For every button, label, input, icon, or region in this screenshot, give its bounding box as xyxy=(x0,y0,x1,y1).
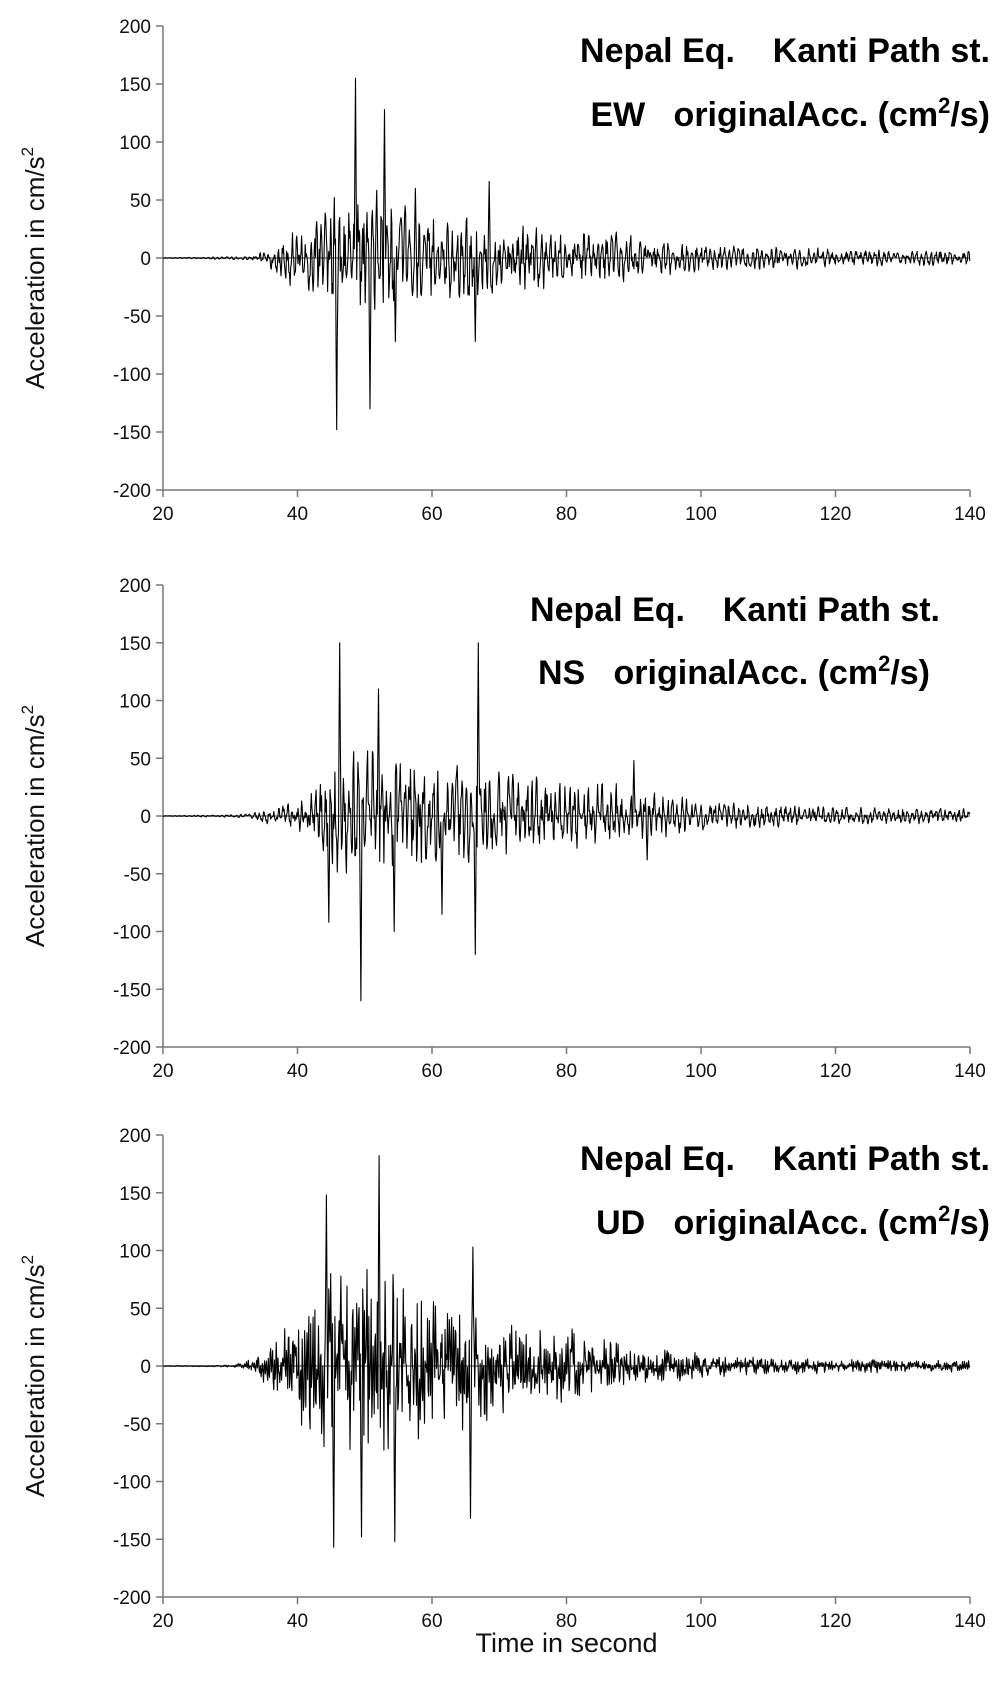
x-tick-label: 100 xyxy=(685,1061,717,1082)
x-tick-label: 100 xyxy=(685,1611,717,1632)
chart-title-line-2: EW originalAcc. (cm2/s) xyxy=(590,93,990,134)
y-tick-label: -200 xyxy=(113,1588,151,1609)
x-tick-label: 80 xyxy=(556,1061,577,1082)
y-tick-label: 0 xyxy=(140,1357,151,1378)
y-tick-label: 100 xyxy=(119,133,151,154)
x-tick-label: 20 xyxy=(152,1061,173,1082)
y-tick-label: 150 xyxy=(119,75,151,96)
x-axis-label: Time in second xyxy=(475,1628,657,1658)
x-tick-label: 80 xyxy=(556,1611,577,1632)
acceleration-trace-ud xyxy=(162,1155,971,1548)
x-tick-label: 120 xyxy=(820,1061,852,1082)
x-tick-label: 40 xyxy=(287,1611,308,1632)
y-tick-label: -50 xyxy=(124,307,151,328)
y-tick-label: -150 xyxy=(113,980,151,1001)
x-tick-label: 20 xyxy=(152,1611,173,1632)
x-tick-label: 80 xyxy=(556,504,577,525)
y-tick-label: 100 xyxy=(119,1242,151,1263)
chart-title-line-2: UD originalAcc. (cm2/s) xyxy=(596,1201,990,1242)
chart-title-line-1: Nepal Eq. Kanti Path st. xyxy=(580,32,990,70)
y-axis-label: Acceleration in cm/s2 xyxy=(18,147,50,389)
y-tick-label: 50 xyxy=(130,191,151,212)
y-tick-label: -100 xyxy=(113,923,151,944)
x-tick-label: 140 xyxy=(954,1611,986,1632)
y-tick-label: 50 xyxy=(130,749,151,770)
y-tick-label: 200 xyxy=(119,17,151,38)
x-tick-label: 40 xyxy=(287,504,308,525)
y-tick-label: 200 xyxy=(119,1126,151,1147)
acceleration-trace-ew xyxy=(162,77,971,431)
x-tick-label: 120 xyxy=(820,504,852,525)
y-tick-label: 0 xyxy=(140,807,151,828)
chart-title-line-1: Nepal Eq. Kanti Path st. xyxy=(580,1140,990,1178)
acceleration-trace-ns xyxy=(162,642,971,1002)
x-tick-label: 60 xyxy=(421,1061,442,1082)
y-tick-label: 200 xyxy=(119,576,151,597)
y-tick-label: -150 xyxy=(113,1530,151,1551)
y-tick-label: 100 xyxy=(119,692,151,713)
x-tick-label: 120 xyxy=(820,1611,852,1632)
y-axis-label: Acceleration in cm/s2 xyxy=(18,1255,50,1497)
y-tick-label: -50 xyxy=(124,1415,151,1436)
x-tick-label: 140 xyxy=(954,1061,986,1082)
y-tick-label: 50 xyxy=(130,1299,151,1320)
chart-title-line-2: NS originalAcc. (cm2/s) xyxy=(538,651,930,692)
y-tick-label: -200 xyxy=(113,1038,151,1059)
x-tick-label: 40 xyxy=(287,1061,308,1082)
y-tick-label: -100 xyxy=(113,1473,151,1494)
x-tick-label: 100 xyxy=(685,504,717,525)
y-tick-label: -100 xyxy=(113,365,151,386)
y-tick-label: -150 xyxy=(113,423,151,444)
y-axis-label: Acceleration in cm/s2 xyxy=(18,705,50,947)
chart-title-line-1: Nepal Eq. Kanti Path st. xyxy=(530,591,940,629)
y-tick-label: 150 xyxy=(119,1184,151,1205)
y-tick-label: -50 xyxy=(124,865,151,886)
y-tick-label: 150 xyxy=(119,634,151,655)
x-tick-label: 140 xyxy=(954,504,986,525)
y-tick-label: 0 xyxy=(140,249,151,270)
x-tick-label: 60 xyxy=(421,1611,442,1632)
x-tick-label: 60 xyxy=(421,504,442,525)
y-tick-label: -200 xyxy=(113,481,151,502)
x-tick-label: 20 xyxy=(152,504,173,525)
